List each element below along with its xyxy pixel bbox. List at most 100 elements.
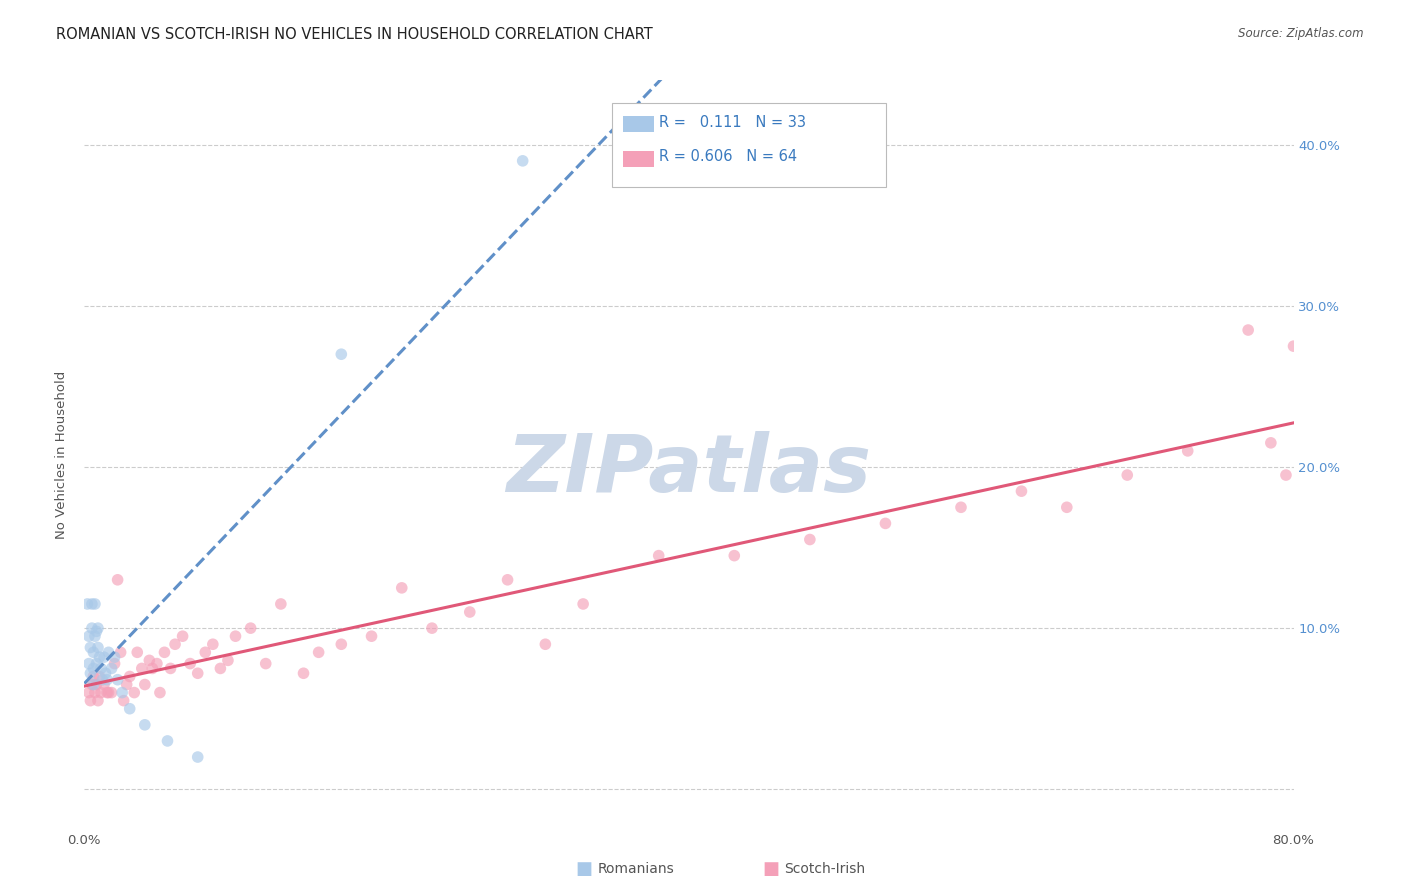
- Point: [187, 750, 209, 764]
- Point: [89, 669, 111, 683]
- Point: [84, 597, 107, 611]
- Text: Romanians: Romanians: [598, 862, 675, 876]
- Point: [90, 661, 112, 675]
- Y-axis label: No Vehicles in Household: No Vehicles in Household: [55, 371, 69, 539]
- Point: [93, 677, 115, 691]
- Point: [87, 621, 110, 635]
- Point: [79, 693, 101, 707]
- Point: [172, 629, 194, 643]
- Point: [138, 653, 160, 667]
- Point: [107, 573, 129, 587]
- Point: [187, 666, 209, 681]
- Point: [110, 645, 132, 659]
- Point: [86, 677, 108, 691]
- Point: [115, 677, 138, 691]
- Text: ■: ■: [762, 860, 779, 878]
- Point: [254, 657, 277, 671]
- Point: [112, 693, 135, 707]
- Point: [330, 637, 353, 651]
- Point: [194, 645, 217, 659]
- Point: [1056, 500, 1078, 515]
- Point: [330, 347, 353, 361]
- Point: [77, 685, 100, 699]
- Point: [86, 657, 108, 671]
- Point: [201, 637, 224, 651]
- Point: [80, 677, 103, 691]
- Point: [82, 645, 104, 659]
- Point: [91, 673, 114, 687]
- Point: [84, 629, 107, 643]
- Point: [131, 661, 153, 675]
- Point: [391, 581, 413, 595]
- Point: [82, 677, 104, 691]
- Point: [723, 549, 745, 563]
- Point: [209, 661, 232, 675]
- Point: [118, 702, 141, 716]
- Point: [141, 661, 163, 675]
- Point: [875, 516, 897, 531]
- Point: [799, 533, 821, 547]
- Point: [79, 666, 101, 681]
- Point: [159, 661, 181, 675]
- Point: [270, 597, 292, 611]
- Point: [1260, 435, 1282, 450]
- Point: [77, 629, 100, 643]
- Point: [1011, 484, 1033, 499]
- Point: [134, 677, 156, 691]
- Point: [179, 657, 201, 671]
- Point: [496, 573, 519, 587]
- Text: R = 0.606   N = 64: R = 0.606 N = 64: [659, 150, 797, 164]
- Text: ZIPatlas: ZIPatlas: [506, 431, 872, 509]
- Point: [82, 669, 104, 683]
- Point: [87, 640, 110, 655]
- Point: [950, 500, 973, 515]
- Point: [100, 685, 122, 699]
- Text: R =   0.111   N = 33: R = 0.111 N = 33: [659, 115, 807, 129]
- Point: [420, 621, 443, 635]
- Point: [80, 621, 103, 635]
- Point: [84, 685, 107, 699]
- Point: [122, 685, 145, 699]
- Point: [79, 640, 101, 655]
- Point: [572, 597, 595, 611]
- Point: [1275, 468, 1298, 483]
- Point: [156, 734, 179, 748]
- Point: [308, 645, 330, 659]
- Point: [100, 661, 122, 675]
- Point: [1177, 443, 1199, 458]
- Point: [153, 645, 176, 659]
- Point: [1116, 468, 1139, 483]
- Point: [217, 653, 239, 667]
- Point: [94, 666, 117, 681]
- Point: [134, 718, 156, 732]
- Point: [86, 624, 108, 639]
- Point: [77, 657, 100, 671]
- Point: [107, 673, 129, 687]
- Point: [225, 629, 247, 643]
- Text: ■: ■: [575, 860, 592, 878]
- Point: [127, 645, 149, 659]
- Point: [90, 685, 112, 699]
- Point: [76, 597, 98, 611]
- Point: [534, 637, 557, 651]
- Point: [104, 650, 127, 665]
- Text: Scotch-Irish: Scotch-Irish: [785, 862, 866, 876]
- Point: [96, 685, 118, 699]
- Point: [1282, 339, 1305, 353]
- Text: Source: ZipAtlas.com: Source: ZipAtlas.com: [1239, 27, 1364, 40]
- Point: [165, 637, 187, 651]
- Point: [458, 605, 481, 619]
- Point: [146, 657, 169, 671]
- Point: [239, 621, 262, 635]
- Point: [93, 650, 115, 665]
- Point: [118, 669, 141, 683]
- Point: [111, 685, 134, 699]
- Text: ROMANIAN VS SCOTCH-IRISH NO VEHICLES IN HOUSEHOLD CORRELATION CHART: ROMANIAN VS SCOTCH-IRISH NO VEHICLES IN …: [56, 27, 652, 42]
- Point: [292, 666, 315, 681]
- Point: [96, 673, 118, 687]
- Point: [80, 597, 103, 611]
- Point: [360, 629, 382, 643]
- Point: [149, 685, 172, 699]
- Point: [512, 153, 534, 168]
- Point: [82, 661, 104, 675]
